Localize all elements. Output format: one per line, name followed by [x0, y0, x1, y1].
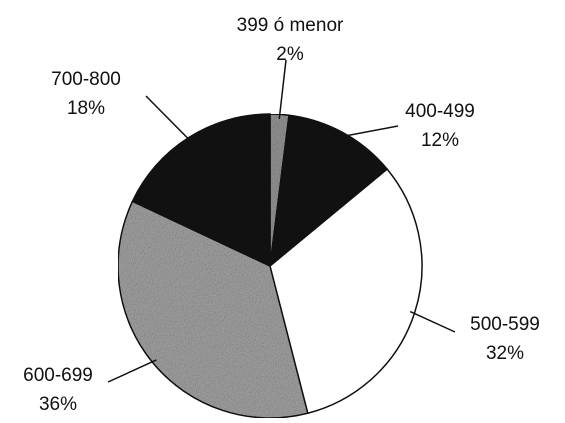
slice-label: 600-699: [23, 365, 93, 386]
leader-line: [409, 310, 456, 333]
slice-label: 399 ó menor: [237, 15, 344, 36]
slice-value-label: 32%: [486, 343, 524, 364]
slice-value-label: 12%: [421, 130, 459, 151]
pie-slice: [131, 113, 271, 268]
slice-value-label: 36%: [39, 394, 77, 415]
leader-line: [278, 59, 287, 119]
leader-line: [340, 125, 399, 138]
slice-label: 500-599: [470, 314, 540, 335]
slice-value-label: 2%: [276, 44, 304, 65]
slice-label: 700-800: [51, 69, 121, 90]
pie-slice: [117, 200, 309, 419]
pie-slice: [269, 114, 389, 268]
slice-label: 400-499: [405, 101, 475, 122]
leader-line: [107, 359, 157, 383]
slice-value-label: 18%: [67, 98, 105, 119]
leader-line: [145, 95, 192, 143]
